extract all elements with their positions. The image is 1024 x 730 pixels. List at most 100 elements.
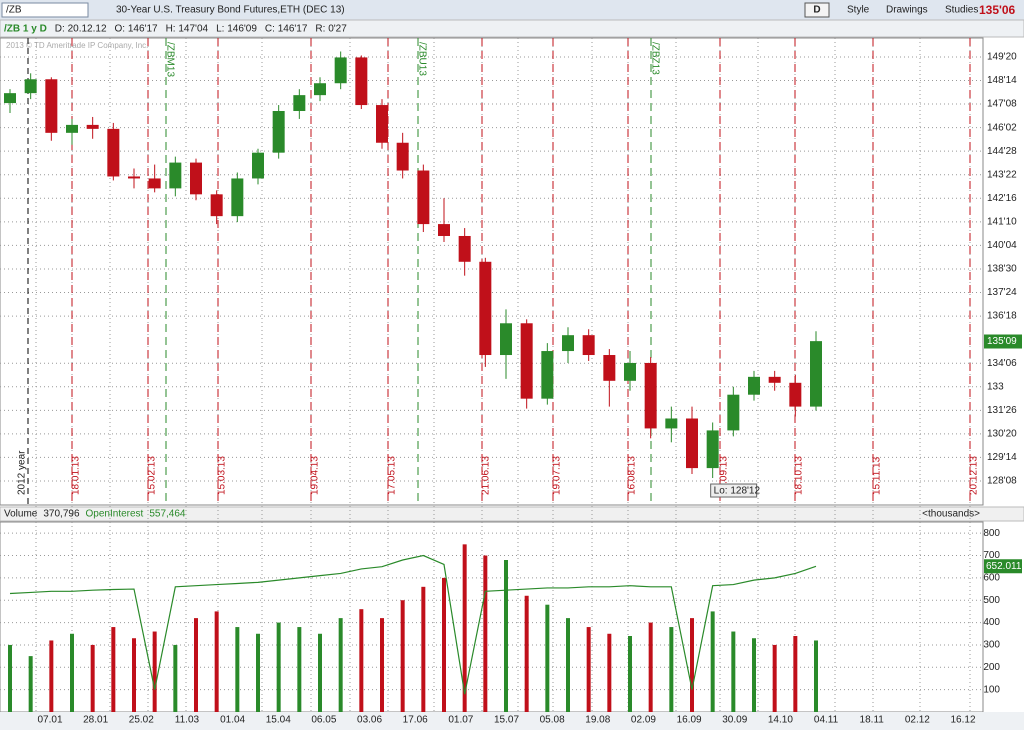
x-tick-label: 02.09: [631, 715, 656, 726]
volume-bar: [90, 644, 95, 712]
y-tick-label: 400: [983, 617, 1000, 628]
x-tick-label: 15.04: [266, 715, 291, 726]
month-marker: 20.09.13: [719, 456, 730, 495]
candle-body: [355, 57, 368, 106]
y-tick-label: 129'14: [987, 452, 1017, 463]
volume-bar: [731, 631, 736, 712]
volume-bar: [28, 656, 33, 712]
candle-body: [789, 382, 802, 407]
month-marker: 18.01.13: [71, 456, 82, 495]
oi-last-label: 652.011: [986, 561, 1022, 572]
volume-bar: [400, 600, 405, 712]
x-tick-label: 30.09: [722, 715, 747, 726]
expiry-marker: /ZBU13: [416, 42, 427, 76]
volume-bar: [710, 611, 715, 712]
y-tick-label: 136'18: [987, 311, 1017, 322]
x-tick-label: 15.07: [494, 715, 519, 726]
candle-body: [479, 261, 492, 356]
volume-bar: [276, 622, 281, 712]
candle-body: [396, 142, 409, 171]
volume-bar: [669, 627, 674, 712]
volume-bar: [814, 640, 818, 712]
month-marker: 20.12.13: [969, 456, 980, 495]
candle-body: [66, 124, 78, 133]
volume-bar: [628, 636, 632, 712]
candle-body: [582, 335, 595, 356]
volume-bar: [504, 560, 508, 712]
candle-body: [500, 323, 512, 356]
candle-body: [376, 105, 388, 143]
volume-bar: [173, 644, 178, 712]
month-marker: 21.06.13: [481, 456, 492, 495]
x-tick-label: 05.08: [540, 715, 565, 726]
volume-bar: [545, 604, 550, 712]
candle-body: [190, 162, 202, 195]
low-label-box: [710, 483, 758, 498]
candle-body: [438, 224, 450, 236]
y-tick-label: 134'06: [987, 358, 1017, 369]
y-tick-label: 146'02: [987, 122, 1017, 133]
candle-body: [417, 170, 430, 225]
candle-body: [810, 341, 822, 407]
y-tick-label: 100: [983, 684, 1000, 695]
candle-body: [644, 362, 657, 429]
style-button[interactable]: Style: [847, 5, 870, 16]
info-field: D: 20.12.12: [55, 24, 107, 35]
open-interest-line: [9, 554, 817, 695]
candle-body: [24, 79, 37, 94]
volume-bar: [752, 638, 756, 712]
x-tick-label: 02.12: [905, 715, 930, 726]
candle-body: [107, 128, 120, 177]
x-tick-label: 06.05: [311, 715, 336, 726]
expiry-marker: /ZBZ13: [649, 42, 660, 75]
volume-bar: [8, 644, 12, 712]
volume-header-field: Volume: [4, 509, 38, 520]
month-marker: 17.05.13: [387, 456, 398, 495]
y-tick-label: 700: [983, 550, 1000, 561]
candle-body: [314, 83, 326, 96]
volume-bar: [421, 586, 426, 712]
volume-bar: [297, 627, 302, 712]
candle-body: [706, 430, 719, 469]
drawings-button[interactable]: Drawings: [886, 5, 928, 16]
candle-body: [293, 95, 306, 112]
volume-bar: [338, 618, 343, 712]
candle-body: [128, 176, 140, 179]
volume-bar: [194, 618, 198, 712]
period[interactable]: D: [813, 5, 820, 16]
info-field: H: 147'04: [166, 24, 209, 35]
candle-body: [562, 335, 574, 352]
y-tick-label: 149'20: [987, 52, 1017, 63]
volume-bar: [359, 609, 364, 712]
description: 30-Year U.S. Treasury Bond Futures,ETH (…: [116, 5, 345, 16]
info-field: R: 0'27: [315, 24, 347, 35]
volume-bar: [483, 555, 488, 712]
x-tick-label: 17.06: [403, 715, 428, 726]
volume-bar: [607, 633, 612, 712]
volume-header-field: 557,464: [149, 509, 186, 520]
volume-bar: [235, 627, 240, 712]
symbol-box[interactable]: [1, 2, 89, 18]
last-price-tag: [984, 334, 1022, 349]
candle-body: [603, 355, 616, 381]
expiry-marker: /ZBM13: [164, 42, 175, 77]
x-tick-label: 14.10: [768, 715, 793, 726]
y-tick-label: 133: [987, 381, 1004, 392]
volume-header-field: 370,796: [43, 509, 80, 520]
y-tick-label: 142'16: [987, 193, 1017, 204]
y-tick-label: 148'14: [987, 75, 1017, 86]
candle-body: [86, 124, 99, 129]
symbol[interactable]: /ZB: [6, 5, 22, 16]
studies-button[interactable]: Studies: [945, 5, 978, 16]
y-tick-label: 138'30: [987, 264, 1017, 275]
x-tick-label: 11.03: [175, 715, 200, 726]
candle-body: [520, 323, 533, 399]
volume-bar: [690, 618, 694, 712]
price-pane: [0, 37, 984, 506]
month-marker: 15.11.13: [872, 456, 883, 495]
period-button[interactable]: [804, 2, 830, 18]
volume-bar: [648, 622, 653, 712]
candle-body: [4, 93, 16, 104]
